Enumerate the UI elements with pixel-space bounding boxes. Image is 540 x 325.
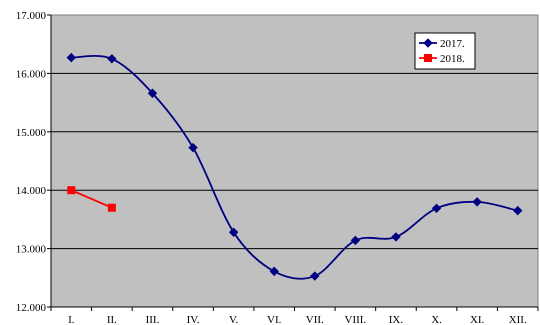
y-axis: 12.000 13.000 14.000 15.000 16.000 17.000 [16, 10, 52, 314]
data-point [67, 186, 76, 195]
gridlines [51, 72, 538, 250]
legend-swatch-marker [424, 54, 432, 62]
x-tick-label: VII. [306, 314, 324, 325]
x-tick-label: II. [107, 314, 117, 325]
y-tick-label: 12.000 [16, 302, 47, 314]
x-axis: I. II. III. IV. V. VI. VII. VIII. IX. X. XI. XII. [50, 306, 539, 325]
x-tick-label: VIII. [345, 314, 367, 325]
legend-box [414, 32, 476, 70]
x-tick-label: IX. [389, 314, 404, 325]
x-tick-label: IV. [187, 314, 200, 325]
data-point [310, 271, 320, 281]
data-point [147, 88, 158, 98]
x-tick-label: VI. [267, 314, 282, 325]
data-point [431, 203, 442, 214]
legend-item: 2017. [419, 38, 465, 50]
x-tick-label: X. [431, 314, 442, 325]
series-1 [67, 186, 116, 212]
x-tick-label: I. [68, 314, 75, 325]
x-tick-label: V. [229, 314, 239, 325]
series-0 [66, 52, 523, 281]
series-line [70, 189, 113, 209]
data-point [350, 235, 361, 246]
y-tick-label: 17.000 [16, 10, 47, 22]
data-point [228, 227, 239, 237]
x-tick-label: III. [146, 314, 160, 325]
series-layer [66, 52, 523, 281]
data-point [107, 203, 116, 212]
data-point [188, 142, 198, 153]
x-tick-label: XI. [470, 314, 485, 325]
y-tick-label: 15.000 [16, 127, 47, 139]
legend-label: 2017. [440, 38, 465, 50]
legend-swatch-marker [423, 38, 433, 48]
data-point [269, 266, 279, 277]
y-tick-label: 13.000 [16, 244, 47, 256]
data-point [391, 232, 401, 242]
y-tick-label: 16.000 [16, 68, 47, 80]
legend-item: 2018. [419, 53, 465, 65]
data-point [472, 197, 482, 207]
data-point [107, 54, 117, 64]
y-tick-label: 14.000 [16, 185, 47, 197]
data-point [66, 52, 76, 63]
data-point [513, 205, 523, 216]
legend-label: 2018. [440, 53, 465, 65]
x-tick-label: XII. [509, 314, 527, 325]
legend: 2017. 2018. [414, 32, 476, 70]
